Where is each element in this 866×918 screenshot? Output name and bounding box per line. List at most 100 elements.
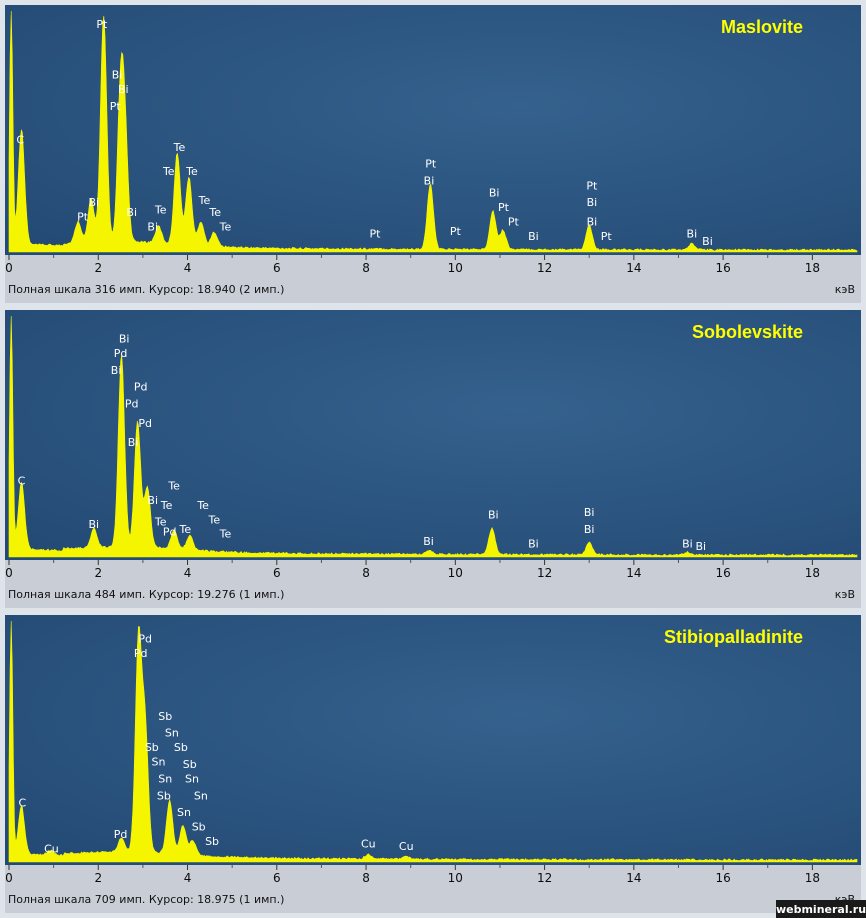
peak-label: Bi xyxy=(682,537,693,550)
peak-label: Bi xyxy=(584,506,595,519)
peak-label: Sb xyxy=(174,741,188,754)
peak-label: Bi xyxy=(88,518,99,531)
spectrum-area xyxy=(8,620,858,863)
peak-label: Pt xyxy=(370,228,382,241)
status-line: Полная шкала 709 имп. Курсор: 18.975 (1 … xyxy=(8,893,284,906)
peak-label: Pt xyxy=(425,158,437,171)
x-tick-label: 12 xyxy=(537,566,552,580)
spectrum-area xyxy=(8,10,858,253)
x-tick-label: 4 xyxy=(184,261,192,275)
x-tick-label: 2 xyxy=(94,261,102,275)
status-line: Полная шкала 316 имп. Курсор: 18.940 (2 … xyxy=(8,283,284,296)
peak-label: Bi xyxy=(584,523,595,536)
x-tick-label: 6 xyxy=(273,871,281,885)
peak-label: Pt xyxy=(110,100,122,113)
x-tick-label: 8 xyxy=(362,871,370,885)
peak-label: Pt xyxy=(498,201,510,214)
peak-label: Bi xyxy=(587,196,598,209)
peak-label: Pd xyxy=(114,828,128,841)
peak-label: Bi xyxy=(128,436,139,449)
peak-label: Pd xyxy=(134,647,148,660)
peak-label: Bi xyxy=(488,508,499,521)
peak-label: Pd xyxy=(125,398,139,411)
axis-strip xyxy=(5,560,861,608)
x-tick-label: 2 xyxy=(94,871,102,885)
peak-label: Bi xyxy=(423,535,434,548)
peak-label: Te xyxy=(198,194,211,207)
peak-label: Bi xyxy=(587,215,598,228)
mineral-title: Stibiopalladinite xyxy=(664,627,803,647)
x-unit-label: кэВ xyxy=(835,588,855,601)
peak-label: C xyxy=(19,797,27,810)
x-tick-label: 14 xyxy=(626,261,641,275)
peak-label: Sb xyxy=(183,758,197,771)
peak-label: Bi xyxy=(118,83,129,96)
peak-label: Pt xyxy=(601,230,613,243)
peak-label: Te xyxy=(167,480,180,493)
x-tick-label: 4 xyxy=(184,566,192,580)
peak-label: Pt xyxy=(450,225,462,238)
x-tick-label: 0 xyxy=(5,261,13,275)
peak-label: Bi xyxy=(528,230,539,243)
peak-label: Sn xyxy=(152,756,166,769)
x-tick-label: 8 xyxy=(362,566,370,580)
x-tick-label: 18 xyxy=(805,566,820,580)
site-watermark: webmineral.ru xyxy=(776,900,866,918)
peak-label: Pt xyxy=(508,215,520,228)
peak-label: Bi xyxy=(126,206,137,219)
x-tick-label: 10 xyxy=(448,871,463,885)
mineral-title: Sobolevskite xyxy=(692,322,803,342)
peak-label: Bi xyxy=(88,196,99,209)
spectrum-panel-maslovite: C Pt Bi Pt Bi Bi Pt Bi Bi Te Te Te Te Te Te Te Pt Pt Bi Pt B… xyxy=(5,5,861,303)
x-unit-label: кэВ xyxy=(835,283,855,296)
peak-label: Te xyxy=(207,513,220,526)
x-tick-label: 0 xyxy=(5,566,13,580)
peak-label: Bi xyxy=(702,235,713,248)
peak-label: Te xyxy=(219,220,232,233)
peak-label: Pd xyxy=(163,525,177,538)
peak-label: Bi xyxy=(687,228,698,241)
peak-label: Te xyxy=(154,203,167,216)
peak-label: Bi xyxy=(424,175,435,188)
spectrum-panel-stibiopalladinite: C Cu Pd Pd Pd Sb Sn Sb Sb Sn Sb Sn Sn Sb Sn Sn Sb Sb Cu Cu S… xyxy=(5,615,861,913)
x-tick-label: 6 xyxy=(273,261,281,275)
axis-strip xyxy=(5,865,861,913)
peak-label: Sn xyxy=(185,772,199,785)
peak-label: Pd xyxy=(138,417,152,430)
peak-label: Bi xyxy=(528,537,539,550)
peak-label: Pd xyxy=(138,633,152,646)
peak-label: Pt xyxy=(586,179,598,192)
x-tick-label: 12 xyxy=(537,261,552,275)
x-tick-label: 0 xyxy=(5,871,13,885)
peak-label: Bi xyxy=(147,220,158,233)
peak-label: Bi xyxy=(147,494,158,507)
peak-label: Te xyxy=(196,499,209,512)
x-tick-label: 10 xyxy=(448,261,463,275)
peak-label: Pt xyxy=(96,18,108,31)
peak-label: Pd xyxy=(114,347,128,360)
x-tick-label: 18 xyxy=(805,261,820,275)
peak-label: Te xyxy=(160,499,173,512)
x-tick-label: 14 xyxy=(626,871,641,885)
peak-label: Pd xyxy=(134,381,148,394)
peak-label: Te xyxy=(162,165,175,178)
peak-label: Cu xyxy=(44,842,59,855)
peak-label: Bi xyxy=(119,333,130,346)
peak-label: Bi xyxy=(112,68,123,81)
x-tick-label: 2 xyxy=(94,566,102,580)
spectrum-area xyxy=(8,315,858,558)
spectrum-panel-sobolevskite: C Bi Bi Pd Bi Pd Pd Pd Bi Te Bi Te Te Pd Te Te Te Te Bi Bi B… xyxy=(5,310,861,608)
peak-label: Sb xyxy=(205,835,219,848)
peak-label: Sn xyxy=(177,806,191,819)
peak-label: Te xyxy=(208,206,221,219)
peak-label: Te xyxy=(219,528,232,541)
peak-label: Sb xyxy=(157,789,171,802)
peak-label: Bi xyxy=(695,540,706,553)
x-tick-label: 4 xyxy=(184,871,192,885)
x-tick-label: 10 xyxy=(448,566,463,580)
axis-strip xyxy=(5,255,861,303)
x-tick-label: 14 xyxy=(626,566,641,580)
x-tick-label: 12 xyxy=(537,871,552,885)
